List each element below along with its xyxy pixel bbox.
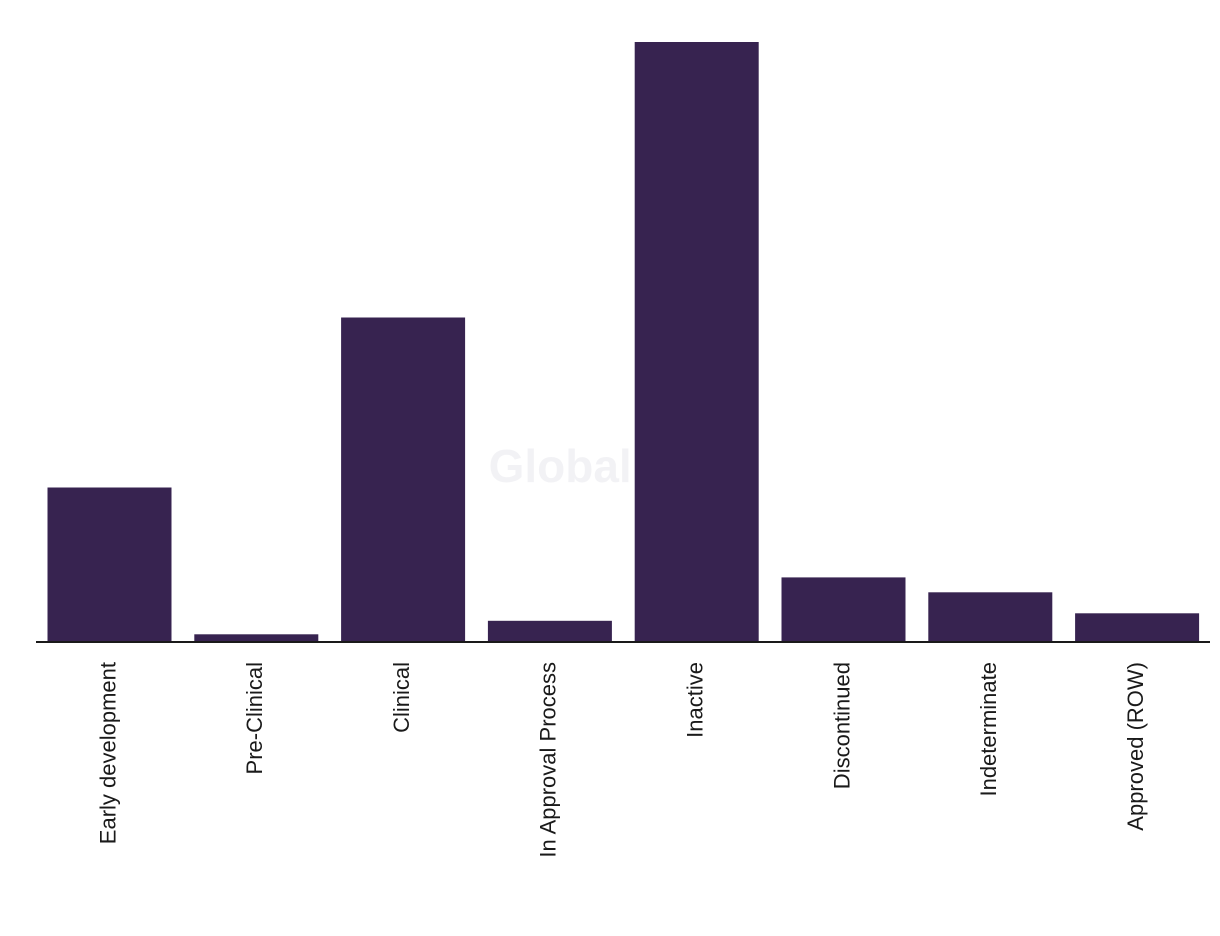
x-tick-label: Pre-Clinical xyxy=(242,662,267,774)
bars-layer xyxy=(47,42,1200,641)
bar-inactive xyxy=(634,42,759,641)
bar-in-approval-process xyxy=(487,620,612,641)
x-tick-label: In Approval Process xyxy=(536,662,561,858)
x-tick-label: Clinical xyxy=(389,662,414,733)
x-tick-labels: Early development Pre-Clinical Clinical In … xyxy=(95,662,1148,858)
bar-pre-clinical xyxy=(194,634,319,641)
bar-early-development xyxy=(47,487,172,641)
x-tick-label: Indeterminate xyxy=(976,662,1001,797)
x-tick-label: Discontinued xyxy=(829,662,854,789)
x-tick-label: Early development xyxy=(95,662,120,844)
bar-indeterminate xyxy=(928,592,1053,641)
bar-approved-row xyxy=(1075,613,1200,641)
bar-clinical xyxy=(341,317,466,641)
bar-discontinued xyxy=(781,577,906,641)
x-tick-label: Approved (ROW) xyxy=(1123,662,1148,831)
x-tick-label: Inactive xyxy=(683,662,708,738)
